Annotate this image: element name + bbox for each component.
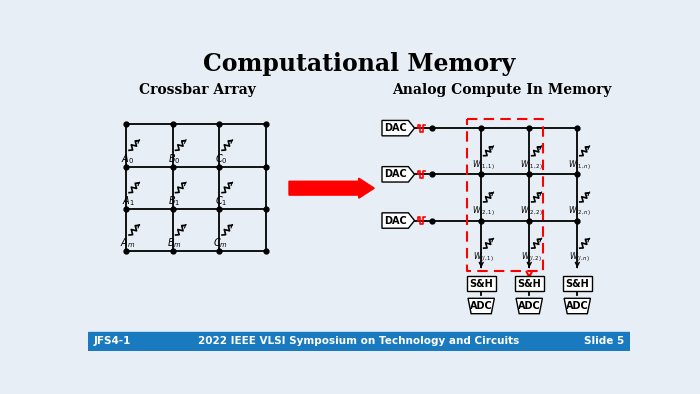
Bar bbox=[88, 332, 630, 351]
Text: Slide 5: Slide 5 bbox=[584, 336, 624, 346]
Text: $A_1$: $A_1$ bbox=[122, 194, 134, 208]
Text: $W_{(l,2)}$: $W_{(l,2)}$ bbox=[521, 251, 542, 264]
Text: S&H: S&H bbox=[469, 279, 493, 289]
Text: ADC: ADC bbox=[470, 301, 493, 311]
FancyBboxPatch shape bbox=[563, 276, 592, 291]
Polygon shape bbox=[468, 298, 494, 314]
Text: $A_m$: $A_m$ bbox=[120, 237, 136, 251]
Text: 2022 IEEE VLSI Symposium on Technology and Circuits: 2022 IEEE VLSI Symposium on Technology a… bbox=[198, 336, 519, 346]
Text: DAC: DAC bbox=[384, 123, 407, 133]
Polygon shape bbox=[516, 298, 542, 314]
Text: JFS4-1: JFS4-1 bbox=[94, 336, 131, 346]
Text: $W_{(1,2)}$: $W_{(1,2)}$ bbox=[520, 158, 542, 172]
Polygon shape bbox=[382, 213, 414, 228]
Text: $C_1$: $C_1$ bbox=[215, 194, 228, 208]
Text: $W_{(2,1)}$: $W_{(2,1)}$ bbox=[472, 204, 494, 218]
Text: $W_{(l,1)}$: $W_{(l,1)}$ bbox=[473, 251, 494, 264]
Text: $W_{(l,n)}$: $W_{(l,n)}$ bbox=[569, 251, 589, 264]
FancyBboxPatch shape bbox=[515, 276, 544, 291]
Text: ADC: ADC bbox=[566, 301, 589, 311]
Text: Computational Memory: Computational Memory bbox=[202, 52, 515, 76]
Text: $B_0$: $B_0$ bbox=[168, 152, 181, 166]
Text: ADC: ADC bbox=[518, 301, 540, 311]
Text: $A_0$: $A_0$ bbox=[121, 152, 134, 166]
Polygon shape bbox=[564, 298, 591, 314]
Polygon shape bbox=[382, 167, 414, 182]
Text: $W_{(2,2)}$: $W_{(2,2)}$ bbox=[520, 204, 542, 218]
Text: $W_{(1,1)}$: $W_{(1,1)}$ bbox=[472, 158, 494, 172]
Text: Analog Compute In Memory: Analog Compute In Memory bbox=[393, 83, 612, 97]
Text: $W_{(2,n)}$: $W_{(2,n)}$ bbox=[568, 204, 591, 218]
Text: $B_1$: $B_1$ bbox=[168, 194, 181, 208]
Text: $C_m$: $C_m$ bbox=[214, 237, 228, 251]
Text: DAC: DAC bbox=[384, 169, 407, 179]
Text: DAC: DAC bbox=[384, 216, 407, 225]
Text: S&H: S&H bbox=[517, 279, 541, 289]
Text: $C_0$: $C_0$ bbox=[215, 152, 228, 166]
Text: $W_{(1,n)}$: $W_{(1,n)}$ bbox=[568, 158, 591, 172]
Polygon shape bbox=[382, 121, 414, 136]
Text: $B_m$: $B_m$ bbox=[167, 237, 182, 251]
Text: S&H: S&H bbox=[566, 279, 589, 289]
Text: Crossbar Array: Crossbar Array bbox=[139, 83, 256, 97]
FancyArrow shape bbox=[289, 178, 374, 198]
FancyBboxPatch shape bbox=[467, 276, 496, 291]
